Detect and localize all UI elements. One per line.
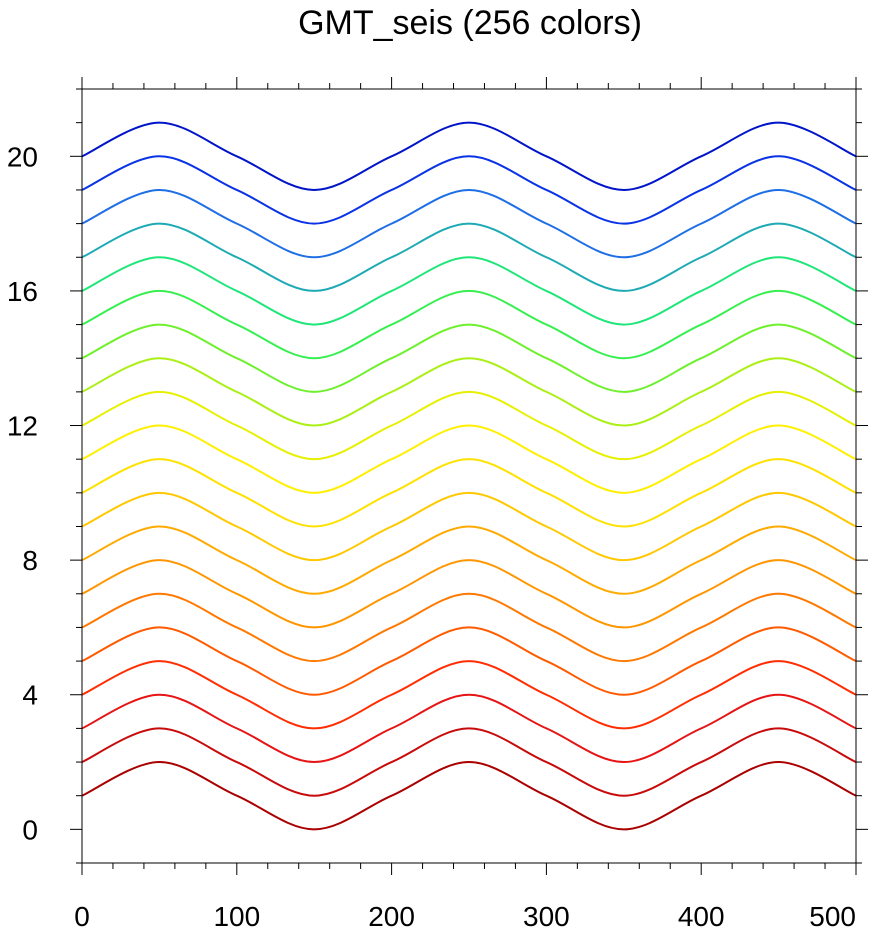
series-line-1 xyxy=(81,761,857,831)
series-line-18 xyxy=(81,188,857,259)
series-line-3 xyxy=(81,693,857,764)
series-line-7 xyxy=(81,559,857,629)
series-line-14 xyxy=(81,323,857,393)
y-tick-label: 8 xyxy=(22,545,38,576)
series-line-5 xyxy=(81,626,857,696)
x-tick-label: 100 xyxy=(213,901,260,932)
x-tick-label: 0 xyxy=(74,901,90,932)
series-line-12 xyxy=(81,390,857,461)
tick-labels-layer: 0 100 200 300 400 500 0 4 8 12 16 20 xyxy=(7,141,856,932)
y-tick-label: 0 xyxy=(22,814,38,845)
plot-frame xyxy=(81,88,857,864)
series-line-20 xyxy=(81,121,857,191)
series-line-19 xyxy=(81,155,857,225)
series-line-9 xyxy=(81,491,857,562)
y-tick-label: 4 xyxy=(22,680,38,711)
series-line-10 xyxy=(81,458,857,528)
series-line-6 xyxy=(81,592,857,663)
series-line-15 xyxy=(81,289,857,360)
series-line-16 xyxy=(81,256,857,326)
x-tick-label: 500 xyxy=(809,901,856,932)
ticks-layer xyxy=(70,77,868,875)
x-tick-label: 200 xyxy=(368,901,415,932)
series-line-11 xyxy=(81,424,857,494)
series-line-8 xyxy=(81,525,857,595)
x-tick-label: 400 xyxy=(678,901,725,932)
x-tick-label: 300 xyxy=(523,901,570,932)
series-layer xyxy=(81,121,857,831)
y-tick-label: 16 xyxy=(7,276,38,307)
series-line-4 xyxy=(81,660,857,730)
series-line-13 xyxy=(81,357,857,427)
series-line-17 xyxy=(81,222,857,292)
y-tick-label: 20 xyxy=(7,141,38,172)
chart-title: GMT_seis (256 colors) xyxy=(298,4,642,42)
series-line-2 xyxy=(81,727,857,797)
y-tick-label: 12 xyxy=(7,411,38,442)
